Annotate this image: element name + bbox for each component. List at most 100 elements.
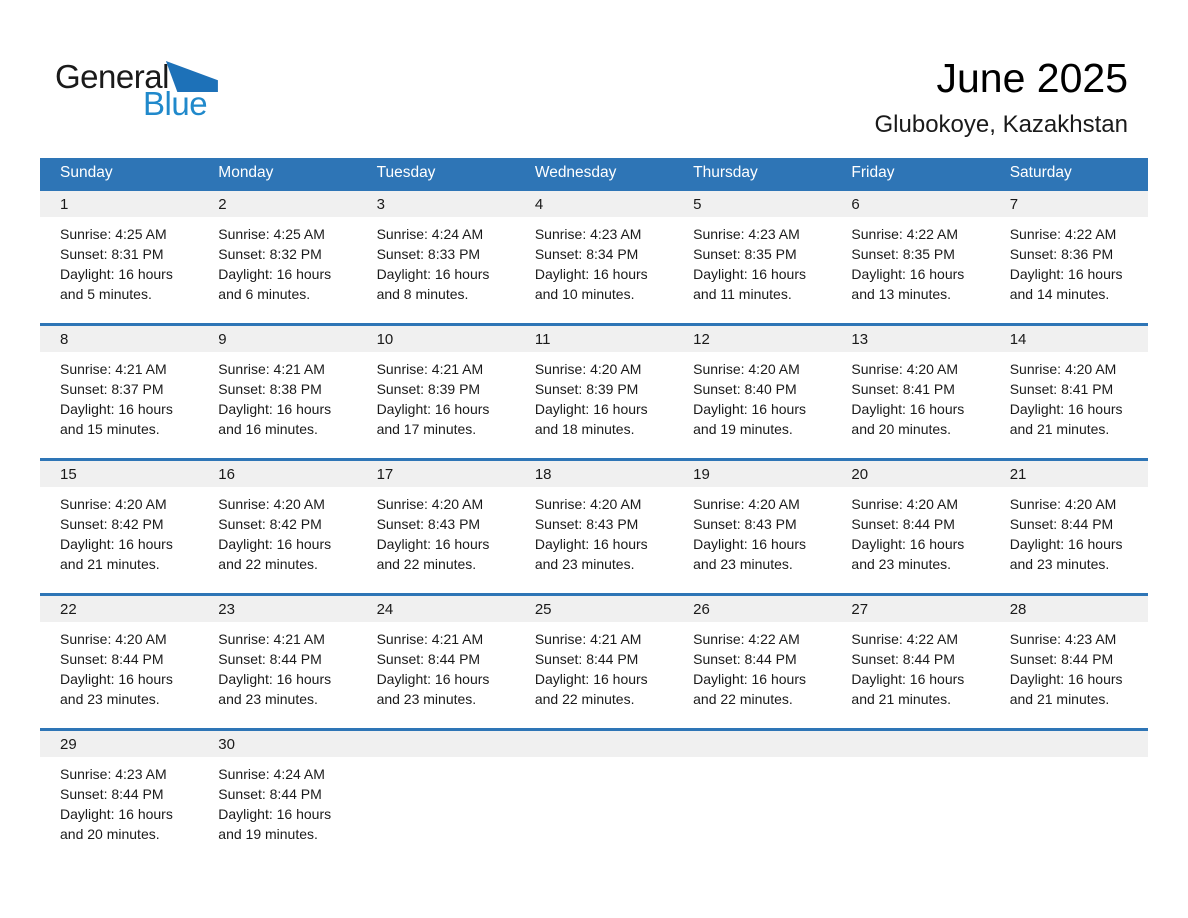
day-number-strip [989,731,1148,757]
daylight-text-line2: and 21 minutes. [851,691,952,707]
day-cell: 20 Sunrise: 4:20 AM Sunset: 8:44 PM Dayligh… [831,461,990,593]
day-cell: 21 Sunrise: 4:20 AM Sunset: 8:44 PM Dayligh… [989,461,1148,593]
day-number-strip: 15 [40,461,199,487]
daylight-text-line1: Daylight: 16 hours [693,671,806,687]
sunrise-text: Sunrise: 4:20 AM [1009,496,1117,512]
empty-day-cell [673,731,832,845]
day-number-strip: 17 [356,461,515,487]
day-details: Sunrise: 4:20 AM Sunset: 8:44 PM Daylight:… [831,487,989,574]
day-number: 10 [376,330,394,348]
day-cell: 2 Sunrise: 4:25 AM Sunset: 8:32 PM Daylight… [198,191,357,323]
sunset-text: Sunset: 8:44 PM [851,651,955,667]
day-number-strip: 2 [198,191,357,217]
daylight-text-line1: Daylight: 16 hours [218,536,332,552]
sunrise-text: Sunrise: 4:21 AM [218,361,325,377]
daylight-text-line1: Daylight: 16 hours [60,671,173,687]
day-cell: 6 Sunrise: 4:22 AM Sunset: 8:35 PM Daylight… [831,191,990,323]
daylight-text-line2: and 22 minutes. [534,691,635,707]
day-number: 25 [534,600,552,618]
day-number: 6 [851,195,860,213]
sunset-text: Sunset: 8:44 PM [60,786,164,802]
sunrise-text: Sunrise: 4:20 AM [534,361,642,377]
daylight-text-line2: and 23 minutes. [851,556,952,572]
sunrise-text: Sunrise: 4:20 AM [60,631,167,647]
sunrise-text: Sunrise: 4:24 AM [376,226,484,242]
day-details: Sunrise: 4:21 AM Sunset: 8:37 PM Daylight:… [40,352,198,439]
sunset-text: Sunset: 8:34 PM [534,246,639,262]
day-details: Sunrise: 4:22 AM Sunset: 8:44 PM Daylight:… [673,622,831,709]
day-details: Sunrise: 4:22 AM Sunset: 8:35 PM Daylight:… [831,217,989,304]
weekday-thursday: Thursday [693,164,758,181]
day-number: 13 [851,330,869,348]
day-number: 8 [60,330,69,348]
day-number-strip: 20 [831,461,990,487]
sunrise-text: Sunrise: 4:22 AM [693,631,800,647]
daylight-text-line2: and 10 minutes. [534,286,635,302]
sunrise-text: Sunrise: 4:23 AM [693,226,800,242]
day-number-strip: 13 [831,326,990,352]
weekday-sunday: Sunday [60,164,113,181]
weekday-header-row: Sunday Monday Tuesday Wednesday Thursday… [40,158,1148,188]
day-number: 29 [60,735,77,753]
empty-day-cell [514,731,674,845]
daylight-text-line1: Daylight: 16 hours [693,401,806,417]
day-number-strip: 5 [673,191,832,217]
day-details: Sunrise: 4:21 AM Sunset: 8:44 PM Daylight:… [357,622,515,709]
sunset-text: Sunset: 8:44 PM [534,651,639,667]
day-number-strip: 19 [673,461,832,487]
daylight-text-line2: and 21 minutes. [1009,691,1110,707]
empty-day-cell [831,731,990,845]
daylight-text-line1: Daylight: 16 hours [1009,536,1123,552]
daylight-text-line2: and 22 minutes. [693,691,793,707]
title-block: June 2025 Glubokoye, Kazakhstan [875,55,1129,139]
sunset-text: Sunset: 8:44 PM [693,651,797,667]
sunrise-text: Sunrise: 4:21 AM [60,361,167,377]
day-number: 3 [376,195,385,213]
day-number: 16 [218,465,235,483]
day-number-strip: 4 [514,191,674,217]
daylight-text-line2: and 8 minutes. [376,286,469,302]
day-cell: 27 Sunrise: 4:22 AM Sunset: 8:44 PM Dayligh… [831,596,990,728]
daylight-text-line1: Daylight: 16 hours [534,671,648,687]
day-number: 20 [851,465,869,483]
empty-day-cell [989,731,1148,845]
day-number-strip [673,731,832,757]
day-number: 5 [693,195,702,213]
day-number-strip: 10 [356,326,515,352]
weekday-tuesday: Tuesday [376,164,436,181]
sunrise-text: Sunrise: 4:21 AM [376,361,484,377]
sunrise-text: Sunrise: 4:23 AM [60,766,167,782]
day-details: Sunrise: 4:20 AM Sunset: 8:39 PM Daylight:… [515,352,673,439]
sunset-text: Sunset: 8:44 PM [218,651,322,667]
day-details: Sunrise: 4:22 AM Sunset: 8:44 PM Daylight:… [831,622,989,709]
day-number-strip: 30 [198,731,357,757]
daylight-text-line1: Daylight: 16 hours [534,401,648,417]
day-number-strip: 16 [198,461,357,487]
day-number-strip [514,731,674,757]
day-details: Sunrise: 4:21 AM Sunset: 8:44 PM Daylight:… [198,622,356,709]
day-details: Sunrise: 4:21 AM Sunset: 8:39 PM Daylight:… [357,352,515,439]
daylight-text-line2: and 22 minutes. [218,556,318,572]
day-number: 19 [693,465,710,483]
day-number-strip: 29 [40,731,199,757]
day-number: 27 [851,600,869,618]
daylight-text-line1: Daylight: 16 hours [1009,401,1123,417]
day-number-strip: 26 [673,596,832,622]
daylight-text-line2: and 6 minutes. [218,286,311,302]
daylight-text-line2: and 20 minutes. [60,826,160,842]
weekday-wednesday: Wednesday [534,164,617,181]
day-number-strip: 18 [514,461,674,487]
day-cell: 7 Sunrise: 4:22 AM Sunset: 8:36 PM Daylight… [989,191,1148,323]
day-details: Sunrise: 4:20 AM Sunset: 8:44 PM Daylight:… [990,487,1148,574]
day-cell: 17 Sunrise: 4:20 AM Sunset: 8:43 PM Dayligh… [356,461,515,593]
daylight-text-line2: and 23 minutes. [1009,556,1110,572]
day-details: Sunrise: 4:20 AM Sunset: 8:44 PM Daylight:… [40,622,198,709]
sunset-text: Sunset: 8:44 PM [60,651,164,667]
sunset-text: Sunset: 8:43 PM [693,516,797,532]
daylight-text-line1: Daylight: 16 hours [60,401,173,417]
day-cell: 25 Sunrise: 4:21 AM Sunset: 8:44 PM Dayligh… [514,596,674,728]
day-cell: 28 Sunrise: 4:23 AM Sunset: 8:44 PM Dayligh… [989,596,1148,728]
day-cell: 30 Sunrise: 4:24 AM Sunset: 8:44 PM Dayligh… [198,731,357,845]
day-number-strip [356,731,515,757]
day-details: Sunrise: 4:20 AM Sunset: 8:41 PM Daylight:… [831,352,989,439]
